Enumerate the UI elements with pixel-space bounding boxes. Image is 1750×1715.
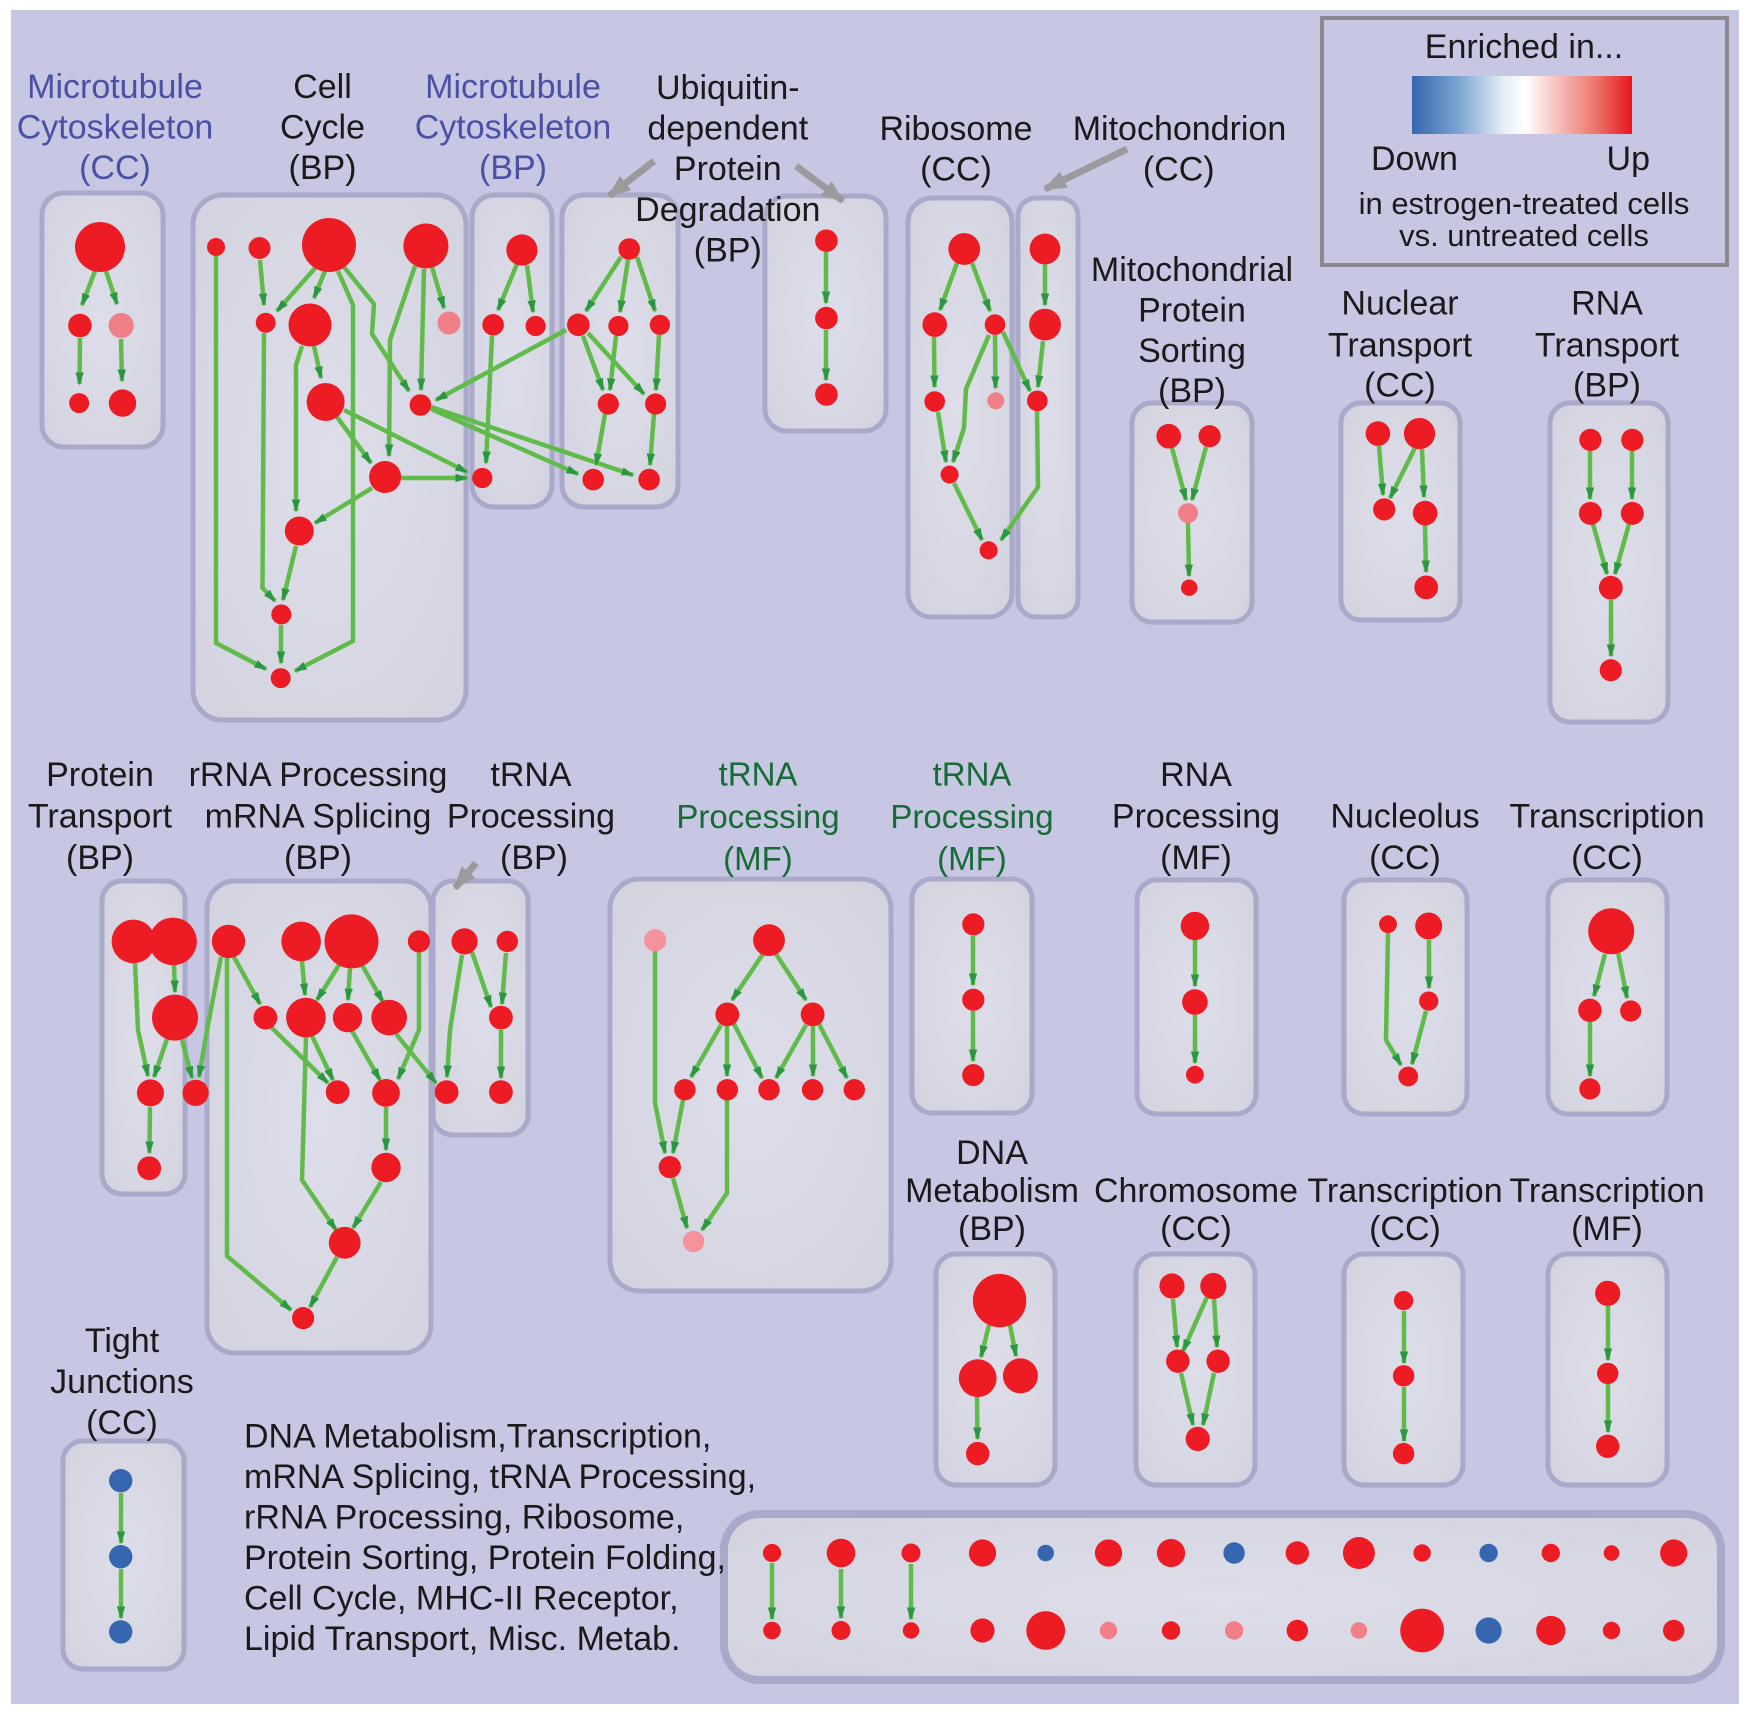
- svg-text:rRNA Processing: rRNA Processing: [189, 756, 448, 794]
- svg-text:Metabolism: Metabolism: [905, 1172, 1079, 1210]
- svg-text:(CC): (CC): [920, 151, 992, 189]
- svg-text:(CC): (CC): [1160, 1210, 1232, 1248]
- svg-text:Chromosome: Chromosome: [1094, 1172, 1298, 1210]
- svg-text:Ubiquitin-: Ubiquitin-: [656, 69, 800, 107]
- svg-text:Junctions: Junctions: [50, 1363, 194, 1401]
- svg-text:(BP): (BP): [694, 232, 762, 270]
- svg-text:rRNA Processing, Ribosome,: rRNA Processing, Ribosome,: [244, 1499, 684, 1537]
- svg-text:Nucleolus: Nucleolus: [1330, 798, 1479, 836]
- svg-text:RNA: RNA: [1160, 756, 1232, 794]
- svg-text:Up: Up: [1607, 140, 1650, 178]
- svg-text:Transcription: Transcription: [1509, 798, 1704, 836]
- svg-text:(BP): (BP): [66, 839, 134, 877]
- svg-text:Sorting: Sorting: [1138, 332, 1246, 370]
- svg-text:DNA Metabolism,Transcription,: DNA Metabolism,Transcription,: [244, 1418, 711, 1456]
- svg-text:Transport: Transport: [1535, 327, 1680, 365]
- svg-text:(CC): (CC): [1369, 1210, 1441, 1248]
- svg-text:mRNA Splicing: mRNA Splicing: [205, 798, 432, 836]
- svg-text:Protein: Protein: [46, 756, 154, 794]
- svg-text:Cell Cycle, MHC-II Receptor,: Cell Cycle, MHC-II Receptor,: [244, 1580, 679, 1618]
- svg-text:Ribosome: Ribosome: [879, 110, 1032, 148]
- svg-text:Transport: Transport: [28, 798, 173, 836]
- svg-text:Cycle: Cycle: [280, 109, 365, 147]
- svg-text:(BP): (BP): [1158, 372, 1226, 410]
- svg-text:(BP): (BP): [1573, 367, 1641, 405]
- svg-text:(CC): (CC): [79, 149, 151, 187]
- svg-text:(CC): (CC): [1369, 839, 1441, 877]
- svg-text:Nuclear: Nuclear: [1341, 285, 1458, 323]
- svg-text:(CC): (CC): [1571, 839, 1643, 877]
- svg-text:(MF): (MF): [723, 840, 793, 877]
- svg-text:Processing: Processing: [447, 798, 615, 836]
- svg-text:Mitochondrion: Mitochondrion: [1073, 110, 1287, 148]
- svg-text:tRNA: tRNA: [490, 756, 572, 794]
- svg-text:(CC): (CC): [86, 1404, 158, 1442]
- svg-text:Lipid Transport, Misc. Metab.: Lipid Transport, Misc. Metab.: [244, 1620, 681, 1658]
- svg-text:(BP): (BP): [289, 149, 357, 187]
- svg-text:(CC): (CC): [1143, 151, 1215, 189]
- svg-text:Transcription: Transcription: [1307, 1172, 1502, 1210]
- svg-text:(BP): (BP): [500, 839, 568, 877]
- svg-text:dependent: dependent: [647, 110, 808, 148]
- svg-text:Transcription: Transcription: [1509, 1172, 1704, 1210]
- svg-text:Transport: Transport: [1328, 327, 1473, 365]
- svg-text:Mitochondrial: Mitochondrial: [1091, 251, 1293, 289]
- svg-text:Cell: Cell: [293, 68, 352, 106]
- svg-text:(BP): (BP): [958, 1210, 1026, 1248]
- svg-text:tRNA: tRNA: [933, 756, 1012, 793]
- svg-text:vs. untreated cells: vs. untreated cells: [1399, 218, 1649, 253]
- svg-text:(MF): (MF): [937, 840, 1007, 877]
- svg-text:Tight: Tight: [85, 1322, 160, 1360]
- svg-text:(BP): (BP): [479, 149, 547, 187]
- svg-text:Microtubule: Microtubule: [27, 68, 203, 106]
- svg-text:Protein: Protein: [674, 150, 782, 188]
- svg-text:in estrogen-treated cells: in estrogen-treated cells: [1359, 186, 1690, 221]
- svg-text:Enriched in...: Enriched in...: [1425, 28, 1623, 66]
- svg-text:(BP): (BP): [284, 839, 352, 877]
- svg-text:mRNA Splicing, tRNA Processing: mRNA Splicing, tRNA Processing,: [244, 1458, 756, 1496]
- svg-text:(MF): (MF): [1571, 1210, 1643, 1248]
- svg-text:Cytoskeleton: Cytoskeleton: [415, 109, 612, 147]
- svg-text:Protein Sorting, Protein Foldi: Protein Sorting, Protein Folding,: [244, 1539, 726, 1577]
- svg-text:Down: Down: [1371, 140, 1458, 178]
- svg-text:RNA: RNA: [1571, 285, 1643, 323]
- svg-text:Protein: Protein: [1138, 292, 1246, 330]
- svg-text:Processing: Processing: [1112, 798, 1280, 836]
- svg-text:Processing: Processing: [890, 798, 1053, 835]
- svg-text:Microtubule: Microtubule: [425, 68, 601, 106]
- svg-text:Degradation: Degradation: [635, 191, 820, 229]
- svg-text:tRNA: tRNA: [719, 756, 798, 793]
- svg-text:Cytoskeleton: Cytoskeleton: [17, 109, 214, 147]
- svg-text:(CC): (CC): [1364, 367, 1436, 405]
- svg-text:(MF): (MF): [1160, 839, 1232, 877]
- svg-text:DNA: DNA: [956, 1134, 1028, 1172]
- svg-text:Processing: Processing: [676, 798, 839, 835]
